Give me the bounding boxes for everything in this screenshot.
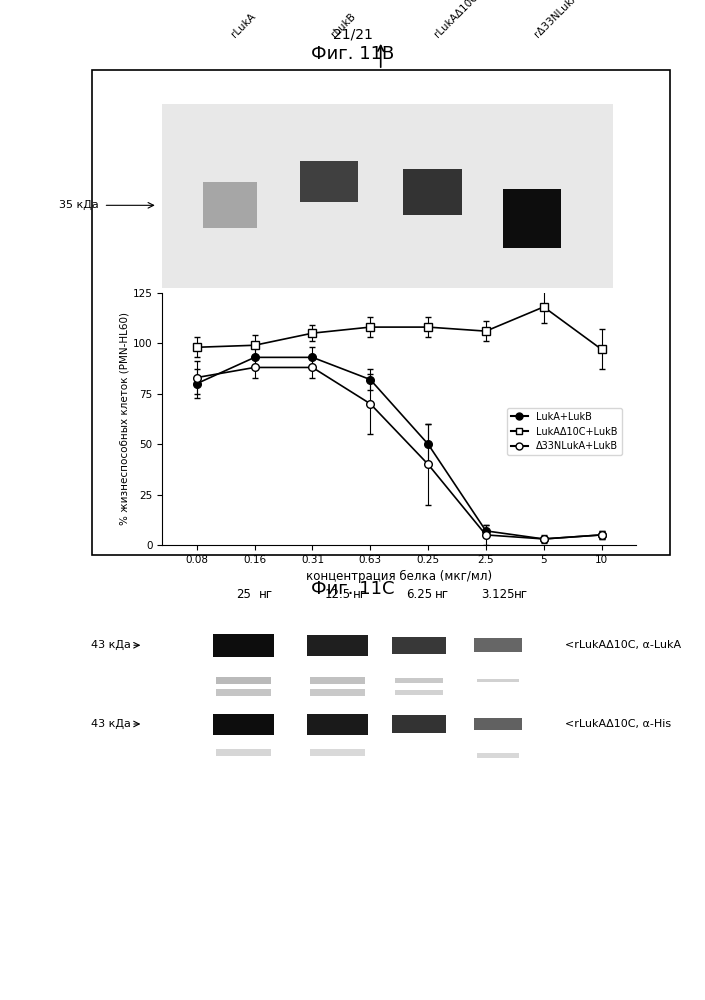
Text: rLukAΔ10C: rLukAΔ10C xyxy=(433,0,480,39)
Text: 43 кДа: 43 кДа xyxy=(91,719,131,729)
Text: 3.125: 3.125 xyxy=(482,588,515,601)
Text: нг: нг xyxy=(514,588,528,601)
Bar xyxy=(300,161,358,202)
Bar xyxy=(503,189,561,248)
Bar xyxy=(216,677,271,684)
Bar xyxy=(310,689,364,696)
Bar xyxy=(477,678,519,682)
Text: 6.25: 6.25 xyxy=(406,588,432,601)
Text: 35 кДа: 35 кДа xyxy=(59,200,99,210)
Text: Фиг. 11B: Фиг. 11B xyxy=(311,45,394,63)
Bar xyxy=(216,748,271,756)
X-axis label: концентрация белка (мкг/мл): концентрация белка (мкг/мл) xyxy=(306,570,492,583)
Text: нг: нг xyxy=(435,588,449,601)
Bar xyxy=(307,714,367,734)
Text: нг: нг xyxy=(259,588,274,601)
Bar xyxy=(477,753,519,758)
Bar xyxy=(213,714,274,734)
Bar xyxy=(310,677,364,684)
Text: <rLukAΔ10C, α-His: <rLukAΔ10C, α-His xyxy=(565,719,670,729)
Legend: LukA+LukB, LukAΔ10C+LukB, Δ33NLukA+LukB: LukA+LukB, LukAΔ10C+LukB, Δ33NLukA+LukB xyxy=(507,408,622,455)
Bar xyxy=(395,690,443,695)
Bar xyxy=(395,678,443,683)
Text: 43 кДа: 43 кДа xyxy=(91,640,131,650)
Bar xyxy=(392,715,446,733)
Text: rLukB: rLukB xyxy=(329,11,357,39)
Bar xyxy=(213,634,274,657)
Bar xyxy=(474,638,522,652)
Text: нг: нг xyxy=(353,588,367,601)
Bar xyxy=(310,748,364,756)
Bar xyxy=(474,718,522,730)
Text: 21/21: 21/21 xyxy=(333,28,372,42)
Y-axis label: % жизнеспособных клеток (PMN-HL60): % жизнеспособных клеток (PMN-HL60) xyxy=(120,312,130,525)
Text: rΔ33NLukA: rΔ33NLukA xyxy=(532,0,580,39)
Text: rLukA: rLukA xyxy=(230,11,258,39)
Bar xyxy=(216,689,271,696)
Bar xyxy=(403,169,462,215)
Text: Фиг. 11C: Фиг. 11C xyxy=(311,580,394,598)
Bar xyxy=(307,635,367,656)
Bar xyxy=(392,637,446,654)
Text: 12.5: 12.5 xyxy=(324,588,350,601)
Text: 25: 25 xyxy=(236,588,251,601)
Text: <rLukAΔ10C, α-LukA: <rLukAΔ10C, α-LukA xyxy=(565,640,681,650)
Bar xyxy=(203,182,257,228)
